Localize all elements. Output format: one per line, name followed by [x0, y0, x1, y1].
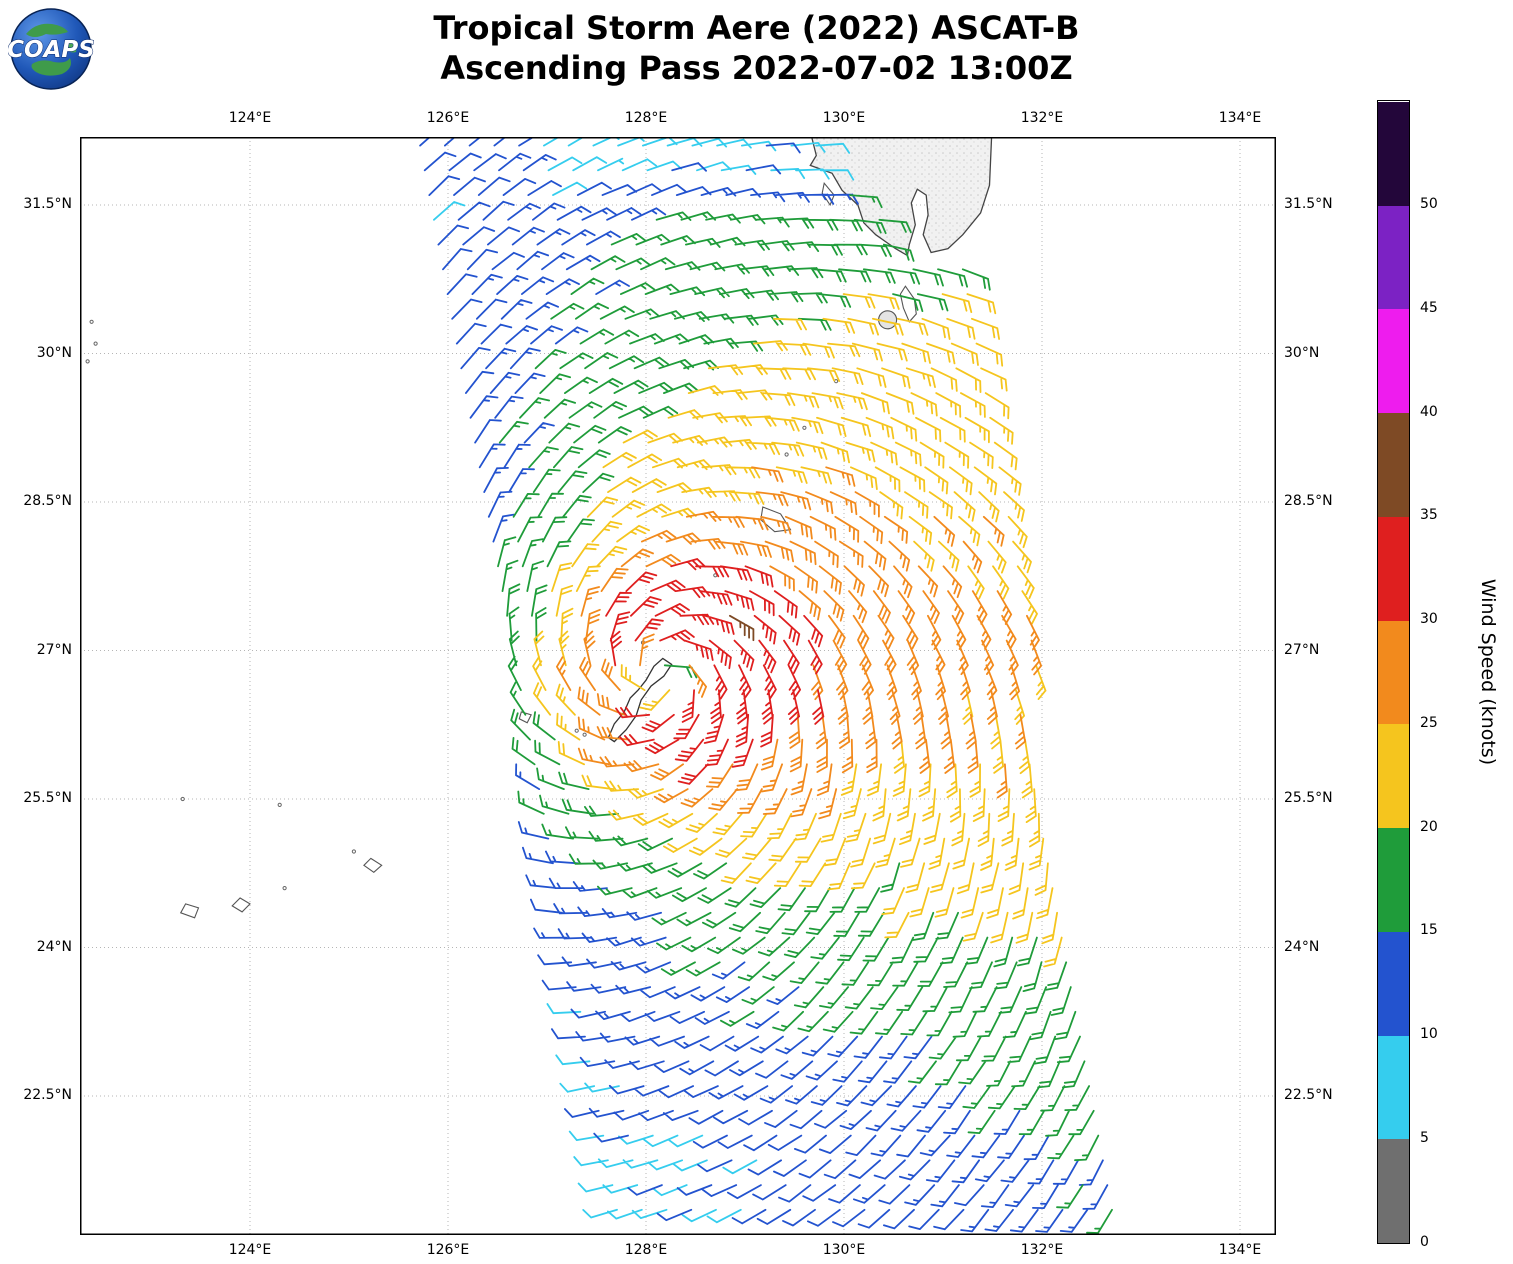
wind-barbs — [605, 558, 825, 785]
colorbar-segment-50-55 — [1378, 101, 1409, 206]
coastline-miyakojima — [363, 857, 383, 874]
coastline-islet — [93, 341, 98, 346]
colorbar-tick-label: 5 — [1420, 1129, 1429, 1146]
lat-tick-label-right: 22.5°N — [1284, 1087, 1333, 1103]
lon-tick-label-top: 132°E — [1020, 110, 1064, 126]
lon-tick-label-bottom: 128°E — [624, 1242, 668, 1258]
coastline-amami-oshima — [760, 506, 792, 533]
wind-barb-map — [80, 137, 1276, 1235]
coastline-kyushu — [809, 137, 993, 257]
colorbar-segment-15-20 — [1378, 827, 1409, 932]
coaps-logo-globe: COAPS — [7, 8, 95, 90]
lat-tick-label-right: 24°N — [1284, 938, 1320, 955]
globe-landmass — [66, 42, 77, 53]
coastline-tanegashima — [899, 285, 917, 323]
coastline-islet — [784, 452, 789, 457]
colorbar-tick-label: 25 — [1420, 714, 1438, 731]
coastline-kumejima — [518, 711, 532, 724]
colorbar-segment-30-35 — [1378, 516, 1409, 621]
colorbar-segment-25-30 — [1378, 620, 1409, 725]
lon-tick-label-bottom: 132°E — [1020, 1242, 1064, 1258]
plot-frame — [80, 137, 1276, 1235]
title-line1: Tropical Storm Aere (2022) ASCAT-B — [433, 9, 1080, 47]
coastlines — [85, 137, 993, 919]
lat-tick-label-right: 31.5°N — [1284, 196, 1333, 212]
colorbar-segment-45-50 — [1378, 205, 1409, 310]
wind-barbs — [532, 293, 1063, 968]
coastline-iriomote — [179, 903, 200, 919]
coastline-islet — [351, 849, 356, 854]
coastline-islet — [802, 425, 807, 430]
colorbar-segment-40-45 — [1378, 308, 1409, 414]
lon-tick-label-top: 134°E — [1218, 110, 1262, 126]
lat-tick-label-left: 28.5°N — [23, 493, 72, 509]
figure-title: Tropical Storm Aere (2022) ASCAT-B Ascen… — [0, 8, 1513, 88]
colorbar-tick-label: 50 — [1420, 196, 1438, 213]
coastline-islet — [834, 379, 839, 384]
lat-tick-label-left: 30°N — [36, 344, 72, 361]
wind-barbs — [497, 194, 1113, 1234]
colorbar-segment-0-5 — [1378, 1138, 1409, 1243]
colorbar-tick-label: 20 — [1420, 818, 1438, 835]
colorbar-segment-10-15 — [1378, 931, 1409, 1036]
colorbar-tick-label: 35 — [1420, 507, 1438, 524]
coastline-islet — [85, 359, 90, 364]
lon-tick-label-bottom: 124°E — [228, 1242, 272, 1258]
gridlines — [80, 137, 1276, 1235]
wind-barbs — [419, 137, 1109, 1233]
lon-tick-label-top: 130°E — [822, 110, 866, 126]
lon-tick-label-top: 128°E — [624, 110, 668, 126]
lat-tick-label-right: 27°N — [1284, 641, 1320, 658]
coastline-islet — [180, 796, 185, 802]
map-plot — [80, 137, 1276, 1235]
title-line2: Ascending Pass 2022-07-02 13:00Z — [440, 49, 1073, 87]
coastline-islet — [574, 728, 579, 733]
lon-tick-label-bottom: 134°E — [1218, 1242, 1262, 1258]
lat-tick-label-left: 31.5°N — [23, 196, 72, 212]
lon-tick-label-top: 124°E — [228, 110, 272, 126]
globe-circle — [10, 8, 92, 90]
wind-barbs — [556, 466, 1042, 820]
coastline-islet — [277, 802, 282, 808]
colorbar-tick-label: 10 — [1420, 1026, 1438, 1043]
colorbar-axis-label: Wind Speed (knots) — [1477, 578, 1499, 766]
lon-tick-label-bottom: 126°E — [426, 1242, 470, 1258]
colorbar-tick-label: 15 — [1420, 922, 1438, 939]
colorbar-tick-label: 45 — [1420, 299, 1438, 316]
colorbar — [1377, 100, 1410, 1244]
lat-tick-label-left: 22.5°N — [23, 1087, 72, 1103]
lat-tick-label-right: 30°N — [1284, 344, 1320, 361]
coastline-islet — [282, 886, 287, 891]
colorbar-tick-label: 0 — [1420, 1233, 1429, 1250]
coastline-islet — [582, 732, 587, 737]
lat-tick-label-right: 25.5°N — [1284, 790, 1333, 806]
colorbar-segment-20-25 — [1378, 723, 1409, 829]
lat-tick-label-left: 27°N — [36, 641, 72, 658]
wind-barbs — [433, 137, 855, 1224]
lat-tick-label-left: 24°N — [36, 938, 72, 955]
colorbar-tick-label: 30 — [1420, 611, 1438, 628]
colorbar-segment-5-10 — [1378, 1035, 1409, 1140]
wind-barb-field — [419, 137, 1113, 1234]
coaps-logo-text: COAPS — [8, 37, 94, 63]
coaps-logo: COAPS — [7, 6, 95, 96]
coastline-ishigaki — [231, 897, 251, 913]
lat-tick-label-left: 25.5°N — [23, 790, 72, 806]
lon-tick-label-bottom: 130°E — [822, 1242, 866, 1258]
colorbar-tick-label: 40 — [1420, 403, 1438, 420]
coastline-islet — [89, 319, 94, 324]
globe-landmass — [31, 58, 71, 76]
coastline-okinawa — [607, 657, 673, 743]
wind-barbs — [729, 614, 755, 642]
colorbar-segment-35-40 — [1378, 412, 1409, 517]
lat-tick-label-right: 28.5°N — [1284, 493, 1333, 509]
lon-tick-label-top: 126°E — [426, 110, 470, 126]
globe-landmass — [26, 23, 68, 37]
